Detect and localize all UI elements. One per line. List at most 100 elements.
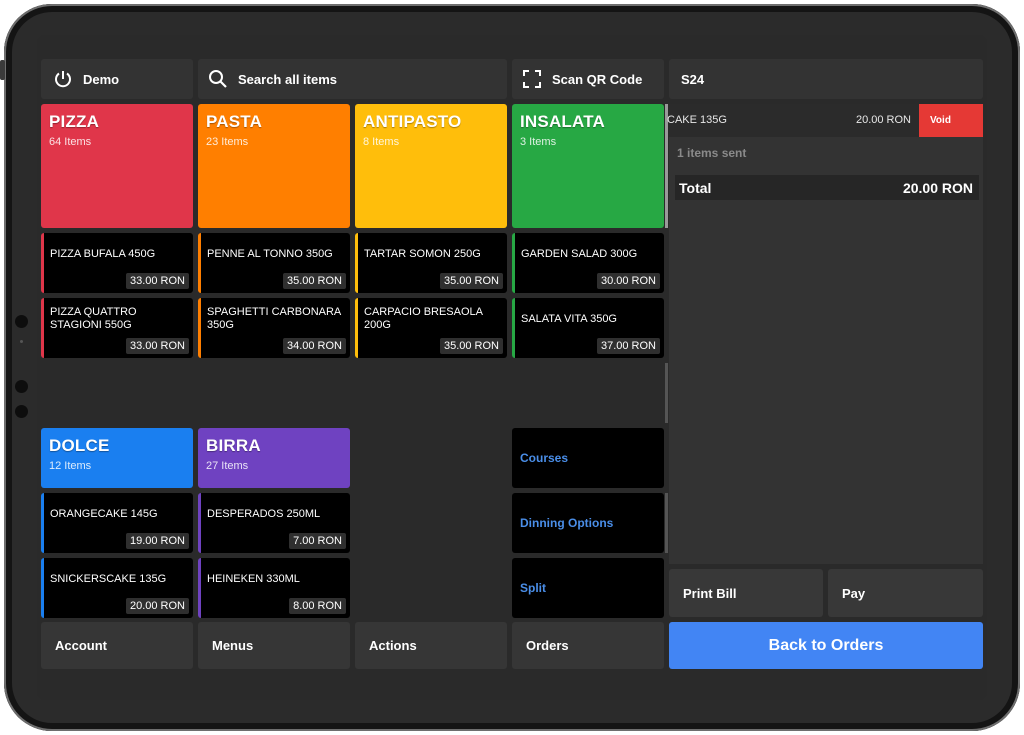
menu-item[interactable]: ORANGECAKE 145G 19.00 RON xyxy=(41,493,193,553)
power-label: Demo xyxy=(83,71,120,87)
menu-item[interactable]: SPAGHETTI CARBONARA 350G 34.00 RON xyxy=(198,298,350,358)
category-count: 27 Items xyxy=(206,460,249,472)
category-name: PIZZA xyxy=(49,112,100,131)
item-price: 33.00 RON xyxy=(125,273,189,289)
scan-qr-button[interactable]: Scan QR Code xyxy=(512,59,664,99)
category-name: INSALATA xyxy=(520,112,606,131)
item-name: GARDEN SALAD 300G xyxy=(521,247,638,260)
search-icon xyxy=(209,70,227,88)
category-insalata[interactable]: INSALATA 3 Items xyxy=(512,104,664,228)
item-price: 34.00 RON xyxy=(282,338,346,354)
scrollbar[interactable] xyxy=(665,493,668,553)
search-input[interactable]: Search all items xyxy=(198,59,507,99)
item-name: PIZZA BUFALA 450G xyxy=(50,247,156,260)
account-label: Account xyxy=(55,638,107,653)
item-name: SNICKERSCAKE 135G xyxy=(50,572,167,585)
pay-button[interactable]: Pay xyxy=(828,569,983,617)
item-price: 35.00 RON xyxy=(282,273,346,289)
category-count: 12 Items xyxy=(49,460,92,472)
category-name: ANTIPASTO xyxy=(363,112,462,131)
orders-label: Orders xyxy=(526,638,569,653)
order-panel xyxy=(669,104,983,564)
item-name: PENNE AL TONNO 350G xyxy=(207,247,333,260)
item-name: SALATA VITA 350G xyxy=(521,312,617,325)
menus-label: Menus xyxy=(212,638,254,653)
category-count: 8 Items xyxy=(363,136,400,148)
item-name: ORANGECAKE 145G xyxy=(50,507,158,520)
menu-item[interactable]: GARDEN SALAD 300G 30.00 RON xyxy=(512,233,664,293)
item-name: PIZZA QUATTRO STAGIONI 550G xyxy=(50,306,137,331)
item-price: 35.00 RON xyxy=(439,338,503,354)
item-price: 35.00 RON xyxy=(439,273,503,289)
menu-item[interactable]: SALATA VITA 350G 37.00 RON xyxy=(512,298,664,358)
menu-item[interactable]: PIZZA BUFALA 450G 33.00 RON xyxy=(41,233,193,293)
scrollbar[interactable] xyxy=(665,104,668,228)
pos-screen: Demo Search all items Scan QR Code S24 P… xyxy=(37,35,987,700)
order-line-price: 20.00 RON xyxy=(855,114,911,126)
item-price: 20.00 RON xyxy=(125,598,189,614)
scan-icon xyxy=(523,70,541,88)
category-birra[interactable]: BIRRA 27 Items xyxy=(198,428,350,488)
menu-item[interactable]: SNICKERSCAKE 135G 20.00 RON xyxy=(41,558,193,618)
category-count: 64 Items xyxy=(49,136,92,148)
category-name: PASTA xyxy=(206,112,263,131)
device-side-button xyxy=(0,60,5,80)
scan-label: Scan QR Code xyxy=(552,71,643,87)
split-button[interactable]: Split xyxy=(512,558,664,618)
category-pasta[interactable]: PASTA 23 Items xyxy=(198,104,350,228)
split-label: Split xyxy=(520,581,546,595)
item-name: TARTAR SOMON 250G xyxy=(364,247,481,260)
print-bill-label: Print Bill xyxy=(683,585,737,601)
category-name: DOLCE xyxy=(49,436,110,455)
order-line[interactable]: CAKE 135G 20.00 RON xyxy=(667,104,919,137)
items-sent-text: 1 items sent xyxy=(677,146,747,160)
scrollbar[interactable] xyxy=(665,363,668,423)
menu-item[interactable]: PIZZA QUATTRO STAGIONI 550G 33.00 RON xyxy=(41,298,193,358)
courses-label: Courses xyxy=(520,451,569,465)
orders-button[interactable]: Orders xyxy=(512,622,664,669)
back-to-orders-button[interactable]: Back to Orders xyxy=(669,622,983,669)
item-name: DESPERADOS 250ML xyxy=(207,507,321,520)
void-button[interactable]: Void xyxy=(919,104,983,137)
device-sensor xyxy=(15,380,28,393)
item-price: 37.00 RON xyxy=(596,338,660,354)
device-sensor xyxy=(15,405,28,418)
item-name: HEINEKEN 330ML xyxy=(207,572,300,585)
category-dolce[interactable]: DOLCE 12 Items xyxy=(41,428,193,488)
item-price: 19.00 RON xyxy=(125,533,189,549)
item-name: CARPACIO BRESAOLA 200G xyxy=(364,306,483,331)
account-button[interactable]: Account xyxy=(41,622,193,669)
menu-item[interactable]: HEINEKEN 330ML 8.00 RON xyxy=(198,558,350,618)
total-label: Total xyxy=(679,180,712,196)
actions-button[interactable]: Actions xyxy=(355,622,507,669)
dining-options-label: Dinning Options xyxy=(520,516,614,530)
search-placeholder: Search all items xyxy=(238,71,337,87)
item-name: SPAGHETTI CARBONARA 350G xyxy=(207,306,341,331)
void-label: Void xyxy=(930,115,951,126)
category-antipasto[interactable]: ANTIPASTO 8 Items xyxy=(355,104,507,228)
category-count: 23 Items xyxy=(206,136,249,148)
menu-item[interactable]: PENNE AL TONNO 350G 35.00 RON xyxy=(198,233,350,293)
total-row: Total 20.00 RON xyxy=(675,175,979,200)
print-bill-button[interactable]: Print Bill xyxy=(669,569,823,617)
device-sensor xyxy=(15,315,28,328)
category-pizza[interactable]: PIZZA 64 Items xyxy=(41,104,193,228)
menus-button[interactable]: Menus xyxy=(198,622,350,669)
dining-options-button[interactable]: Dinning Options xyxy=(512,493,664,553)
item-price: 7.00 RON xyxy=(289,533,346,549)
menu-item[interactable]: CARPACIO BRESAOLA 200G 35.00 RON xyxy=(355,298,507,358)
total-value: 20.00 RON xyxy=(902,180,973,196)
table-label: S24 xyxy=(681,71,705,87)
power-icon xyxy=(55,71,71,88)
order-line-name: CAKE 135G xyxy=(667,114,727,126)
menu-item[interactable]: TARTAR SOMON 250G 35.00 RON xyxy=(355,233,507,293)
category-count: 3 Items xyxy=(520,136,557,148)
courses-button[interactable]: Courses xyxy=(512,428,664,488)
menu-item[interactable]: DESPERADOS 250ML 7.00 RON xyxy=(198,493,350,553)
actions-label: Actions xyxy=(369,638,417,653)
item-price: 8.00 RON xyxy=(289,598,346,614)
item-price: 30.00 RON xyxy=(596,273,660,289)
table-header: S24 xyxy=(669,59,983,99)
power-button[interactable]: Demo xyxy=(41,59,193,99)
pay-label: Pay xyxy=(842,585,866,601)
